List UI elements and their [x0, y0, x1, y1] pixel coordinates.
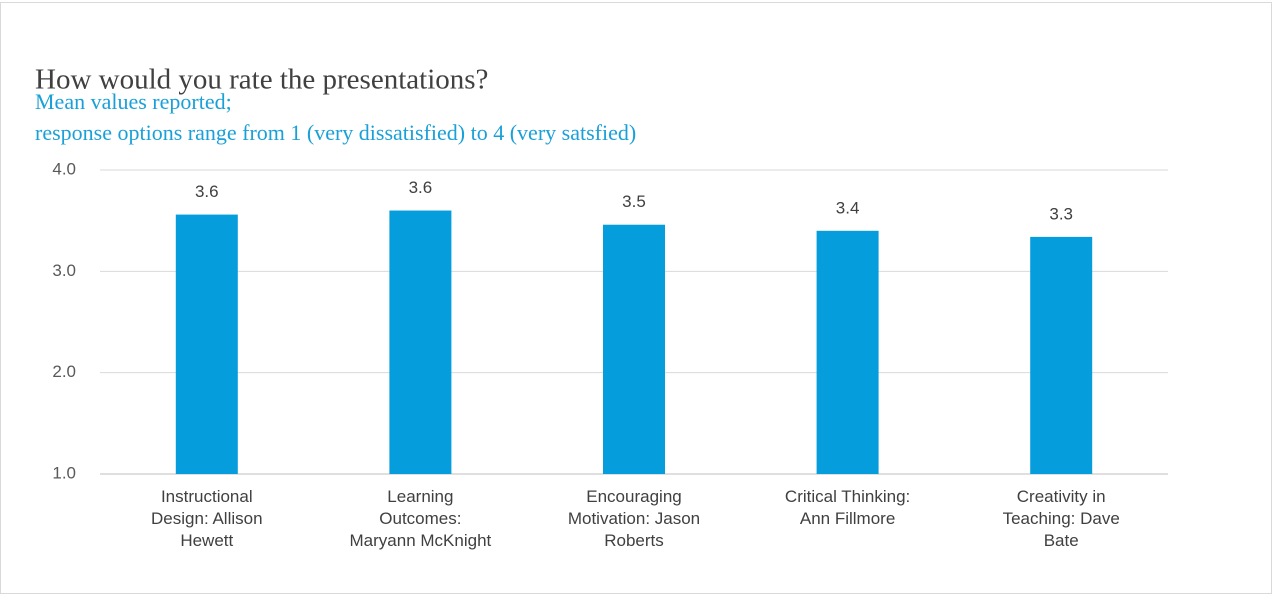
- value-label: 3.3: [1049, 204, 1073, 223]
- chart-subtitle: response options range from 1 (very diss…: [35, 120, 636, 145]
- bar: [389, 210, 452, 475]
- chart-subtitle: Mean values reported;: [35, 89, 232, 114]
- y-tick-label: 4.0: [52, 159, 76, 178]
- bar: [1030, 236, 1093, 474]
- value-label: 3.6: [409, 178, 433, 197]
- x-tick-label: Learning Outcomes: Maryann McKnight: [349, 487, 492, 550]
- value-label: 3.4: [836, 198, 860, 217]
- x-tick-label: Creativity in Teaching: Dave Bate: [1002, 487, 1120, 550]
- x-tick-label: Instructional Design: Allison Hewett: [151, 487, 263, 550]
- y-tick-label: 1.0: [52, 463, 76, 482]
- bar: [175, 214, 238, 474]
- x-tick-label: Critical Thinking: Ann Fillmore: [784, 487, 911, 528]
- bar: [603, 224, 665, 474]
- y-tick-label: 3.0: [52, 261, 76, 280]
- value-label: 3.6: [195, 182, 219, 201]
- chart-title: How would you rate the presentations?: [35, 64, 488, 96]
- value-label: 3.5: [622, 192, 646, 211]
- bar: [816, 230, 879, 474]
- x-tick-label: Encouraging Motivation: Jason Roberts: [567, 487, 701, 550]
- y-tick-label: 2.0: [52, 362, 76, 381]
